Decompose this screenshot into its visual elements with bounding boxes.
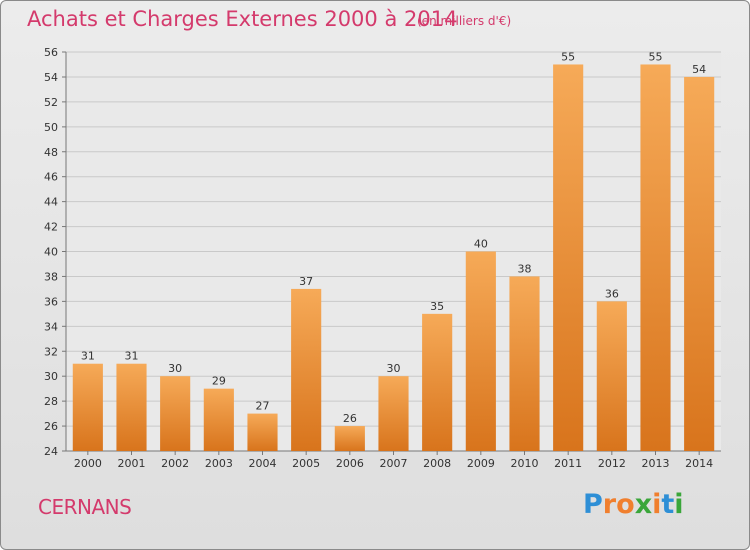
x-tick-label: 2009 [467, 457, 495, 470]
chart-unit: (en milliers d'€) [417, 14, 512, 28]
y-tick-label: 32 [44, 345, 58, 358]
x-tick-label: 2003 [205, 457, 233, 470]
y-tick-label: 26 [44, 420, 58, 433]
bar [640, 64, 671, 451]
y-tick-label: 24 [44, 445, 58, 458]
logo-letter: i [674, 489, 684, 520]
y-tick-label: 48 [44, 146, 58, 159]
data-label: 54 [692, 63, 706, 76]
data-label: 35 [430, 300, 444, 313]
x-tick-label: 2011 [554, 457, 582, 470]
x-tick-label: 2001 [118, 457, 146, 470]
x-tick-label: 2000 [74, 457, 102, 470]
bar [553, 64, 584, 451]
y-tick-label: 40 [44, 246, 58, 259]
bar [247, 413, 278, 451]
y-tick-label: 42 [44, 221, 58, 234]
y-tick-label: 44 [44, 196, 58, 209]
logo-letter: x [634, 489, 653, 520]
y-tick-label: 54 [44, 71, 58, 84]
x-tick-label: 2008 [423, 457, 451, 470]
y-tick-label: 34 [44, 320, 58, 333]
bar [422, 313, 453, 451]
bar [160, 376, 191, 451]
data-label: 55 [649, 50, 663, 63]
x-tick-label: 2010 [511, 457, 539, 470]
data-label: 30 [387, 362, 401, 375]
y-tick-label: 56 [44, 46, 58, 59]
bar [116, 363, 147, 451]
y-tick-label: 30 [44, 370, 58, 383]
x-tick-label: 2014 [685, 457, 713, 470]
bar [596, 301, 627, 451]
data-label: 38 [518, 262, 532, 275]
bar [291, 288, 322, 451]
data-label: 31 [125, 350, 139, 363]
logo-letter: P [583, 489, 603, 520]
y-tick-label: 38 [44, 270, 58, 283]
data-label: 40 [474, 238, 488, 251]
x-tick-label: 2013 [642, 457, 670, 470]
data-label: 27 [256, 400, 270, 413]
bar [465, 251, 496, 451]
data-label: 36 [605, 287, 619, 300]
logo-letter: o [616, 489, 635, 520]
data-label: 26 [343, 412, 357, 425]
logo-letter: i [652, 489, 662, 520]
chart-title: Achats et Charges Externes 2000 à 2014 [27, 7, 458, 31]
commune-name: CERNANS [38, 495, 132, 519]
x-tick-label: 2004 [249, 457, 277, 470]
y-tick-label: 50 [44, 121, 58, 134]
x-tick-label: 2002 [161, 457, 189, 470]
data-label: 30 [168, 362, 182, 375]
y-tick-label: 46 [44, 171, 58, 184]
data-label: 29 [212, 375, 226, 388]
logo-letter: t [661, 489, 675, 520]
data-label: 55 [561, 50, 575, 63]
y-tick-label: 28 [44, 395, 58, 408]
proxiti-logo: Proxiti [583, 489, 684, 520]
bar [378, 376, 409, 451]
bar [334, 426, 365, 451]
bar [684, 76, 715, 451]
y-tick-label: 52 [44, 96, 58, 109]
x-tick-label: 2012 [598, 457, 626, 470]
data-label: 31 [81, 350, 95, 363]
data-label: 37 [299, 275, 313, 288]
x-tick-label: 2007 [380, 457, 408, 470]
x-tick-label: 2005 [292, 457, 320, 470]
logo-letter: r [602, 489, 617, 520]
bar [509, 276, 540, 451]
bar [203, 388, 234, 451]
y-tick-label: 36 [44, 295, 58, 308]
bar [72, 363, 103, 451]
x-tick-label: 2006 [336, 457, 364, 470]
